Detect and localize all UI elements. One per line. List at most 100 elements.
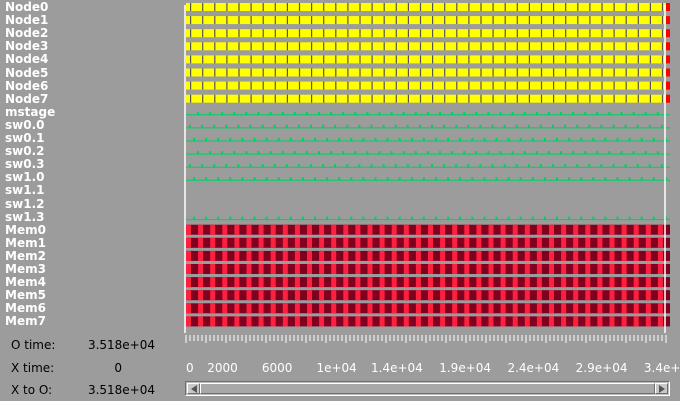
mem-segment: [270, 290, 276, 301]
signal-pulse: [656, 111, 659, 115]
mem-segment: [452, 316, 458, 327]
node-divider: [649, 81, 651, 90]
signal-pulse: [515, 164, 518, 168]
o-time-value: 3.518e+04: [87, 338, 155, 352]
node-divider: [565, 94, 567, 103]
mem-segment: [270, 250, 276, 261]
mem-segment: [597, 316, 603, 327]
signal-pulse: [193, 138, 195, 141]
signal-pulse: [475, 151, 478, 155]
mem-segment: [633, 264, 639, 274]
mem-segment: [294, 303, 300, 314]
mem-segment: [597, 303, 603, 314]
node-divider: [480, 42, 482, 51]
mem-segment: [282, 316, 288, 327]
mem-segment: [549, 237, 554, 248]
mem-segment: [440, 290, 446, 301]
node-divider: [565, 68, 567, 77]
mem-segment: [258, 224, 264, 235]
node-end-mark: [666, 55, 670, 64]
mem-segment: [403, 237, 409, 248]
node-divider: [371, 81, 373, 90]
signal-pulse: [431, 124, 433, 128]
mem-segment: [246, 277, 252, 288]
node-divider: [432, 81, 434, 90]
scroll-thumb[interactable]: [200, 383, 655, 394]
node-divider: [335, 81, 337, 90]
node-bar: [186, 42, 666, 51]
node-divider: [262, 16, 264, 25]
mem-segment: [549, 277, 554, 288]
node-divider: [238, 3, 240, 11]
node-divider: [190, 42, 192, 51]
horizontal-scrollbar[interactable]: [185, 381, 670, 396]
mem-segment: [633, 303, 639, 314]
node-divider: [456, 81, 458, 90]
mem-segment: [440, 224, 446, 235]
signal-pulse: [297, 164, 300, 168]
node-divider: [323, 42, 325, 51]
signal-pulse: [515, 124, 518, 128]
signal-pulse: [205, 216, 208, 220]
node-divider: [444, 55, 446, 64]
node-divider: [359, 68, 361, 77]
node-divider: [214, 81, 216, 90]
scroll-left-button[interactable]: [187, 383, 200, 394]
signal-pulse: [560, 111, 562, 115]
node-divider: [202, 81, 204, 90]
node-divider: [419, 42, 422, 51]
mem-segment: [621, 264, 627, 274]
mem-segment: [307, 224, 312, 235]
node-divider: [395, 29, 397, 38]
signal-pulse: [362, 177, 365, 181]
mem-segment: [573, 237, 579, 248]
node-divider: [589, 68, 591, 77]
mem-segment: [464, 264, 470, 274]
mem-segment: [452, 224, 458, 235]
node-divider: [190, 81, 192, 90]
node-divider: [323, 94, 325, 103]
node-divider: [613, 55, 615, 64]
mem-segment: [415, 250, 421, 261]
mem-segment: [198, 264, 204, 274]
mem-segment: [282, 290, 288, 301]
node-divider: [262, 42, 264, 51]
signal-pulse: [350, 138, 353, 141]
node-divider: [492, 42, 494, 51]
mem-segment: [524, 250, 530, 261]
scroll-right-button[interactable]: [655, 383, 668, 394]
node-divider: [625, 68, 627, 77]
node-divider: [323, 29, 325, 38]
signal-pulse: [265, 216, 268, 220]
node-divider: [625, 94, 627, 103]
signal-pulse: [471, 177, 474, 181]
mem-segment: [621, 237, 627, 248]
signal-pulse: [249, 164, 252, 168]
mem-segment: [355, 250, 361, 261]
signal-pulse: [362, 216, 365, 220]
mem-segment: [222, 264, 228, 274]
node-divider: [504, 81, 506, 90]
mem-segment: [391, 237, 397, 248]
node-divider: [528, 94, 530, 103]
mem-segment: [415, 303, 421, 314]
node-divider: [335, 29, 337, 38]
mem-segment: [657, 250, 663, 261]
node-divider: [383, 55, 385, 64]
node-divider: [528, 81, 530, 90]
node-divider: [226, 29, 228, 38]
mem-segment: [379, 303, 385, 314]
mem-segment: [343, 290, 349, 301]
node-divider: [528, 55, 530, 64]
mem-segment: [343, 277, 349, 288]
signal-pulse: [257, 151, 260, 155]
signal-pulse: [431, 164, 433, 168]
node-divider: [565, 29, 567, 38]
node-divider: [589, 3, 591, 11]
signal-pulse: [648, 124, 651, 128]
node-divider: [214, 68, 216, 77]
mem-segment: [657, 290, 663, 301]
signal-pulse: [374, 138, 377, 141]
mem-segment: [282, 277, 288, 288]
